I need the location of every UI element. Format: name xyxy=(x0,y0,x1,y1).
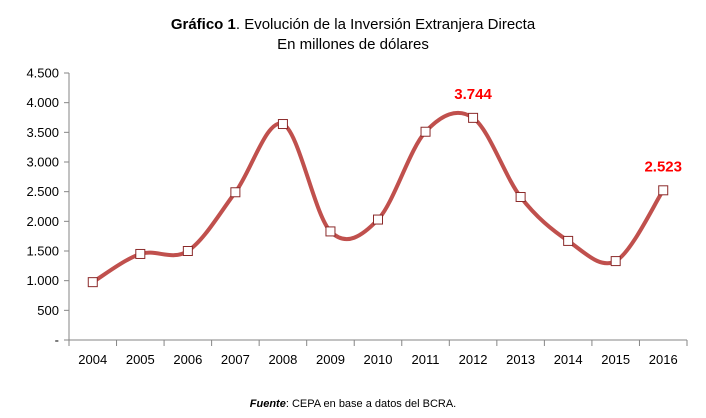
x-tick-label: 2012 xyxy=(459,352,488,367)
x-tick-label: 2007 xyxy=(221,352,250,367)
y-tick-label: 2.500 xyxy=(26,184,59,199)
x-tick-label: 2009 xyxy=(316,352,345,367)
x-tick-label: 2014 xyxy=(554,352,583,367)
y-tick-label: 4.500 xyxy=(26,66,59,81)
y-tick-label: 4.000 xyxy=(26,95,59,110)
source-label: Fuente xyxy=(250,398,286,410)
data-point-marker xyxy=(88,278,97,287)
y-tick-label: 1.500 xyxy=(26,244,59,259)
data-point-marker xyxy=(564,236,573,245)
x-tick-label: 2008 xyxy=(268,352,297,367)
data-point-marker xyxy=(326,227,335,236)
series-line xyxy=(93,113,663,282)
data-point-marker xyxy=(469,113,478,122)
x-tick-label: 2010 xyxy=(364,352,393,367)
data-label: 3.744 xyxy=(454,86,492,103)
y-tick-label: 3.000 xyxy=(26,155,59,170)
x-tick-label: 2006 xyxy=(173,352,202,367)
data-point-marker xyxy=(659,186,668,195)
data-point-marker xyxy=(278,120,287,129)
data-point-marker xyxy=(421,127,430,136)
y-tick-label: 500 xyxy=(37,303,59,318)
data-markers xyxy=(88,113,667,286)
data-point-marker xyxy=(516,193,525,202)
line-chart: - 500 1.000 1.500 2.000 2.500 3.000 3.500 4.000 4… xyxy=(0,0,706,418)
y-axis-ticks: - 500 1.000 1.500 2.000 2.500 3.000 3.500 4.000 4… xyxy=(26,66,69,348)
data-point-marker xyxy=(611,257,620,266)
data-point-marker xyxy=(231,188,240,197)
data-annotations: 3.744 2.523 xyxy=(454,86,682,175)
x-tick-label: 2004 xyxy=(78,352,107,367)
y-tick-label: 3.500 xyxy=(26,125,59,140)
y-tick-label: 2.000 xyxy=(26,214,59,229)
data-label: 2.523 xyxy=(644,158,682,175)
y-tick-label: 1.000 xyxy=(26,273,59,288)
source-text: : CEPA en base a datos del BCRA. xyxy=(286,398,456,410)
x-tick-label: 2015 xyxy=(601,352,630,367)
data-point-marker xyxy=(136,249,145,258)
x-tick-label: 2005 xyxy=(126,352,155,367)
x-tick-label: 2013 xyxy=(506,352,535,367)
data-point-marker xyxy=(183,247,192,256)
x-tick-label: 2016 xyxy=(649,352,678,367)
y-tick-label: - xyxy=(55,333,59,348)
x-axis-ticks: 2004 2005 2006 2007 2008 2009 2010 2011 2012 2013… xyxy=(69,340,687,367)
x-tick-label: 2011 xyxy=(412,352,440,367)
data-point-marker xyxy=(374,215,383,224)
source-note: Fuente: CEPA en base a datos del BCRA. xyxy=(0,397,706,411)
axes xyxy=(69,73,687,340)
